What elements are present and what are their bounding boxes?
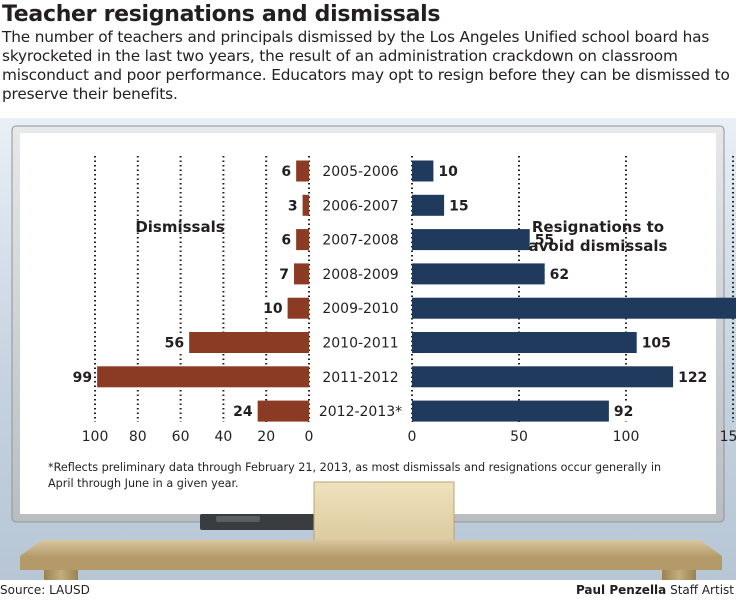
dismissals-value-label: 10 [263, 301, 283, 317]
value-label-background [232, 402, 253, 420]
board-surface [20, 133, 716, 514]
left-axis-tick-label: 60 [172, 429, 190, 445]
resignations-value-label: 62 [550, 267, 569, 283]
value-label-background [277, 196, 298, 214]
dismissals-label: Dismissals [135, 218, 224, 236]
resignations-bar [412, 160, 434, 182]
category-label-background [312, 229, 409, 251]
dismissals-bar [296, 229, 309, 251]
value-label-background [269, 265, 290, 283]
right-axis-tick-label: 0 [408, 429, 417, 445]
category-label-background [312, 263, 409, 285]
resignations-bar [412, 297, 736, 319]
dismissals-bar [287, 297, 309, 319]
resignations-value-label: 15 [449, 198, 468, 214]
category-label: 2010-2011 [322, 336, 398, 352]
resignations-value-label: 92 [614, 404, 633, 420]
resignations-bar [412, 263, 545, 285]
artist-name: Paul Penzella [575, 583, 667, 597]
table-leg [662, 570, 696, 580]
category-label: 2008-2009 [322, 267, 398, 283]
value-label-background [613, 402, 634, 420]
category-label-background [312, 160, 409, 182]
value-label-background [678, 368, 709, 386]
resignations-value-label: 55 [535, 233, 554, 249]
dismissals-value-label: 6 [281, 164, 291, 180]
value-label-background [271, 231, 292, 249]
dismissals-value-label: 24 [233, 404, 253, 420]
table-top [20, 540, 722, 556]
value-label-background [72, 368, 93, 386]
right-axis-tick-label: 50 [510, 429, 528, 445]
resignations-value-label: 105 [642, 336, 671, 352]
dismissals-bar [296, 160, 309, 182]
dismissals-bar [302, 194, 309, 216]
value-label-background [641, 334, 672, 351]
source-note: Source: LAUSD [0, 583, 90, 597]
value-label-background [438, 162, 459, 180]
marker-icon [216, 516, 260, 522]
value-label-background [271, 162, 292, 180]
resignations-bar [412, 400, 609, 422]
dismissals-value-label: 99 [73, 370, 92, 386]
category-label-background [312, 297, 409, 319]
category-label-background [312, 366, 409, 388]
board-stand-post [313, 481, 455, 551]
dismissals-value-label: 56 [165, 336, 184, 352]
category-label: 2005-2006 [322, 164, 398, 180]
value-label-background [534, 231, 555, 249]
dismissals-bar [294, 263, 309, 285]
left-axis-tick-label: 100 [82, 429, 109, 445]
resignations-bar [412, 194, 445, 216]
right-axis-tick-label: 100 [613, 429, 640, 445]
left-axis-tick-label: 0 [305, 429, 314, 445]
dismissals-bar [189, 332, 309, 353]
resignations-label-line1: Resignations to [532, 218, 664, 236]
category-label: 2006-2007 [322, 198, 398, 214]
chart-subtitle: The number of teachers and principals di… [2, 28, 730, 103]
dismissals-bar [97, 366, 309, 388]
category-label: 2007-2008 [322, 233, 398, 249]
dismissals-value-label: 3 [288, 198, 298, 214]
resignations-bar [412, 332, 637, 353]
category-label: 2011-2012 [322, 370, 398, 386]
left-axis-tick-label: 80 [129, 429, 147, 445]
table-edge [20, 556, 722, 570]
value-label-background [164, 334, 185, 351]
value-label-background [549, 265, 570, 283]
chart-footnote-line2: April through June in a given year. [48, 477, 239, 490]
dismissals-value-label: 7 [279, 267, 289, 283]
artist-credit: Paul Penzella Staff Artist [576, 583, 734, 597]
left-axis-tick-label: 40 [214, 429, 232, 445]
right-axis-tick-label: 150 [720, 429, 736, 445]
resignations-value-label: 10 [438, 164, 458, 180]
dismissals-bar [257, 400, 309, 422]
artist-role: Staff Artist [670, 583, 734, 597]
resignations-value-label: 122 [678, 370, 707, 386]
category-label: 2009-2010 [322, 301, 398, 317]
category-label-background [312, 194, 409, 216]
dismissals-value-label: 6 [281, 233, 291, 249]
category-label-background [312, 400, 409, 422]
chart-footnote-line1: *Reflects preliminary data through Febru… [48, 461, 661, 474]
resignations-label-line2: avoid dismissals [529, 237, 668, 255]
page-title: Teacher resignations and dismissals [2, 2, 441, 27]
chart-bars [72, 160, 736, 422]
left-axis-tick-label: 20 [257, 429, 275, 445]
resignations-bar [412, 229, 530, 251]
value-label-background [262, 299, 283, 317]
chart-labels: 1008060402000501001502002005-20066102006… [73, 164, 736, 445]
resignations-bar [412, 366, 674, 388]
table-leg [44, 570, 78, 580]
category-label-background [312, 332, 409, 353]
category-label: 2012-2013* [319, 404, 402, 420]
value-label-background [449, 196, 470, 214]
